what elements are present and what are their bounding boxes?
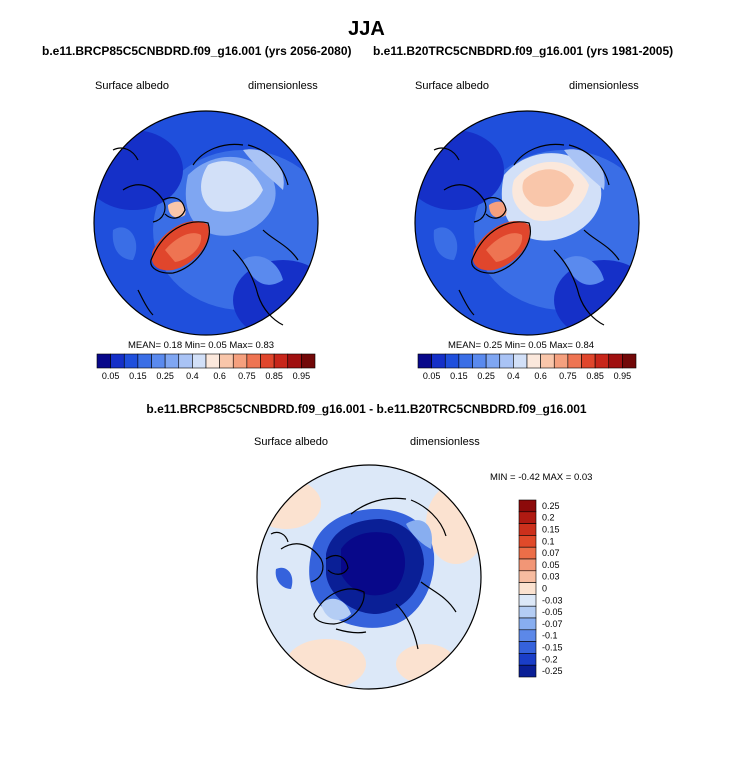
- panel1-colorbar-tick-label: 0.6: [213, 371, 226, 381]
- panel3-colorbar-tick-label: -0.07: [542, 619, 563, 629]
- panel3-colorbar-swatch: [518, 499, 537, 513]
- panel1-variable-label: Surface albedo: [95, 80, 169, 92]
- panel2-colorbar-swatch: [513, 353, 528, 369]
- panel1-colorbar-swatch: [205, 353, 220, 369]
- panel1-colorbar-swatch: [110, 353, 125, 369]
- panel3-colorbar-swatch: [518, 558, 537, 572]
- panel2-title: b.e11.B20TRC5CNBDRD.f09_g16.001 (yrs 198…: [373, 44, 674, 58]
- panel3-colorbar-swatch: [518, 523, 537, 536]
- panel3-colorbar-swatch: [518, 653, 537, 666]
- panel3-colorbar-tick-label: 0.15: [542, 525, 560, 535]
- panel3-colorbar-tick-label: 0.03: [542, 572, 560, 582]
- panel3-colorbar-tick-label: -0.1: [542, 631, 558, 641]
- panel1-colorbar-tick-label: 0.85: [265, 371, 283, 381]
- panel1-colorbar-swatch: [273, 353, 289, 369]
- panel2-colorbar-swatch: [444, 353, 460, 369]
- panel3-colorbar-tick-label: 0.07: [542, 548, 560, 558]
- panel1-units-label: dimensionless: [248, 80, 318, 92]
- panel3-colorbar-swatch: [518, 535, 537, 548]
- panel1-colorbar-swatch: [151, 353, 166, 369]
- panel2-colorbar-swatch: [581, 353, 596, 369]
- panel1-colorbar-tick-label: 0.25: [156, 371, 174, 381]
- panel3-title: b.e11.BRCP85C5CNBDRD.f09_g16.001 - b.e11…: [146, 402, 587, 416]
- panel1-title: b.e11.BRCP85C5CNBDRD.f09_g16.001 (yrs 20…: [42, 44, 352, 58]
- panel3-colorbar-swatch: [518, 641, 537, 654]
- panel1-colorbar-swatch: [287, 353, 302, 369]
- panel3-colorbar-tick-label: 0.05: [542, 560, 560, 570]
- panel3-colorbar-tick-label: -0.25: [542, 666, 563, 676]
- panel2-colorbar-swatch: [472, 353, 487, 369]
- panel3-colorbar-swatch: [518, 664, 537, 678]
- panel3-stats: MIN = -0.42 MAX = 0.03: [490, 472, 593, 483]
- panel2-colorbar-swatch: [458, 353, 473, 369]
- panel2-colorbar-swatch: [431, 353, 446, 369]
- panel2-colorbar-tick-label: 0.4: [507, 371, 520, 381]
- panel3-colorbar-tick-label: 0: [542, 584, 547, 594]
- panel2-colorbar: 0.05 0.15 0.25 0.4 0.6 0.75 0.85 0.95: [417, 353, 637, 381]
- panel2-units-label: dimensionless: [569, 80, 639, 92]
- panel1-colorbar-swatch: [178, 353, 193, 369]
- panel3-variable-label: Surface albedo: [254, 436, 328, 448]
- panel2-colorbar-tick-label: 0.85: [586, 371, 604, 381]
- panel1-colorbar-swatch: [232, 353, 248, 369]
- panel3-colorbar-tick-label: 0.1: [542, 536, 555, 546]
- panel3-colorbar: 0.25 0.2 0.150.1 0.07 0.05 0.03 0-0.03 -0.05 -0.…: [518, 499, 563, 678]
- panel3-colorbar-tick-label: -0.05: [542, 607, 563, 617]
- panel1-polar-map: [93, 110, 319, 336]
- panel2-polar-map: [414, 110, 640, 336]
- figure-title: JJA: [348, 18, 385, 40]
- panel2-colorbar-tick-label: 0.6: [534, 371, 547, 381]
- panel1-colorbar-swatch: [164, 353, 180, 369]
- panel3-colorbar-tick-label: 0.2: [542, 513, 555, 523]
- panel3-colorbar-tick-label: 0.25: [542, 501, 560, 511]
- panel1-colorbar-tick-label: 0.05: [102, 371, 120, 381]
- panel1-colorbar-tick-label: 0.75: [238, 371, 256, 381]
- panel3-colorbar-swatch: [518, 594, 537, 607]
- panel2-colorbar-swatch: [526, 353, 541, 369]
- panel1-stats: MEAN= 0.18 Min= 0.05 Max= 0.83: [128, 340, 275, 351]
- panel2-colorbar-tick-label: 0.95: [614, 371, 632, 381]
- panel3-colorbar-tick-label: -0.15: [542, 643, 563, 653]
- panel3-colorbar-swatch: [518, 570, 537, 583]
- panel3-colorbar-swatch: [518, 617, 537, 631]
- panel3-colorbar-swatch: [518, 546, 537, 560]
- panel3-colorbar-swatch: [518, 629, 537, 642]
- panel1-colorbar-swatch: [192, 353, 207, 369]
- panel1-colorbar: 0.05 0.15 0.25 0.4 0.6 0.75 0.85 0.95: [96, 353, 316, 381]
- panel2-colorbar-tick-label: 0.25: [477, 371, 495, 381]
- panel1-colorbar-swatch: [246, 353, 261, 369]
- panel2-colorbar-swatch: [567, 353, 582, 369]
- panel2-variable-label: Surface albedo: [415, 80, 489, 92]
- panel2-colorbar-swatch: [608, 353, 623, 369]
- panel2-colorbar-swatch: [417, 353, 432, 369]
- panel1-colorbar-tick-label: 0.95: [293, 371, 311, 381]
- panel1-colorbar-swatch: [219, 353, 234, 369]
- panel3-colorbar-swatch: [518, 582, 537, 595]
- panel2-colorbar-swatch: [540, 353, 555, 369]
- panel1-colorbar-swatch: [137, 353, 152, 369]
- panel2-colorbar-swatch: [499, 353, 514, 369]
- panel1-colorbar-swatch: [123, 353, 139, 369]
- panel2-colorbar-tick-label: 0.75: [559, 371, 577, 381]
- panel2-stats: MEAN= 0.25 Min= 0.05 Max= 0.84: [448, 340, 595, 351]
- panel2-colorbar-swatch: [594, 353, 610, 369]
- panel1-colorbar-tick-label: 0.15: [129, 371, 147, 381]
- panel2-colorbar-tick-label: 0.05: [423, 371, 441, 381]
- panel3-colorbar-tick-label: -0.03: [542, 595, 563, 605]
- panel3-polar-map: [256, 464, 482, 690]
- panel1-colorbar-swatch: [96, 353, 111, 369]
- panel2-colorbar-tick-label: 0.15: [450, 371, 468, 381]
- panel3-colorbar-tick-label: -0.2: [542, 654, 558, 664]
- panel2-colorbar-swatch: [485, 353, 501, 369]
- panel1-colorbar-swatch: [260, 353, 275, 369]
- panel2-colorbar-swatch: [622, 353, 637, 369]
- panel3-colorbar-swatch: [518, 605, 537, 619]
- panel1-colorbar-tick-label: 0.4: [186, 371, 199, 381]
- panel3-colorbar-swatch: [518, 511, 537, 524]
- panel1-colorbar-swatch: [301, 353, 316, 369]
- panel2-colorbar-swatch: [553, 353, 569, 369]
- panel3-units-label: dimensionless: [410, 436, 480, 448]
